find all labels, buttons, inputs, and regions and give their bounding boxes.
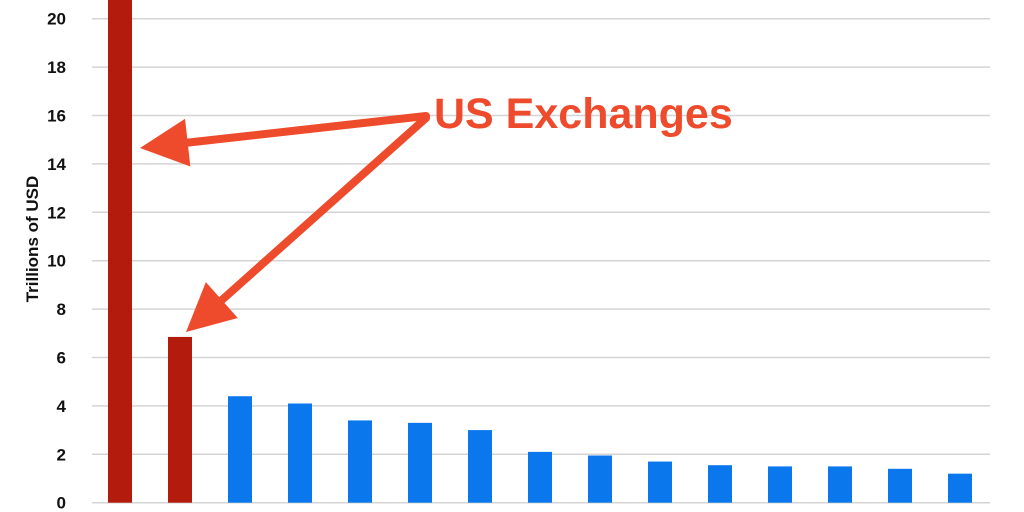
y-tick-label: 10 (47, 252, 66, 271)
bar (108, 0, 132, 503)
y-tick-label: 14 (47, 155, 66, 174)
annotation-label: US Exchanges (434, 90, 733, 138)
bar (948, 473, 972, 503)
bar (708, 465, 732, 503)
bar (168, 336, 192, 503)
arrow (186, 114, 430, 332)
y-tick-label: 8 (57, 300, 66, 319)
bar (648, 461, 672, 503)
annotation: US Exchanges (140, 90, 733, 332)
bar (348, 420, 372, 503)
bar (528, 451, 552, 503)
bar (888, 468, 912, 503)
bar (828, 466, 852, 503)
y-tick-label: 18 (47, 58, 66, 77)
y-tick-label: 12 (47, 203, 66, 222)
y-tick-label: 16 (47, 107, 66, 126)
y-tick-label: 20 (47, 10, 66, 29)
arrow (140, 112, 430, 167)
bar (228, 396, 252, 503)
y-tick-label: 0 (57, 494, 66, 512)
y-tick-label: 4 (57, 397, 67, 416)
bar (768, 466, 792, 503)
y-tick-label: 2 (57, 445, 66, 464)
bar (468, 430, 492, 503)
bar (408, 422, 432, 503)
bar (588, 455, 612, 503)
bar (288, 403, 312, 503)
bars (108, 0, 972, 503)
y-tick-label: 6 (57, 349, 66, 368)
y-axis-label: Trillions of USD (23, 176, 42, 303)
y-axis-ticks: 0 2 4 6 8 10 12 14 16 18 20 (47, 10, 66, 512)
